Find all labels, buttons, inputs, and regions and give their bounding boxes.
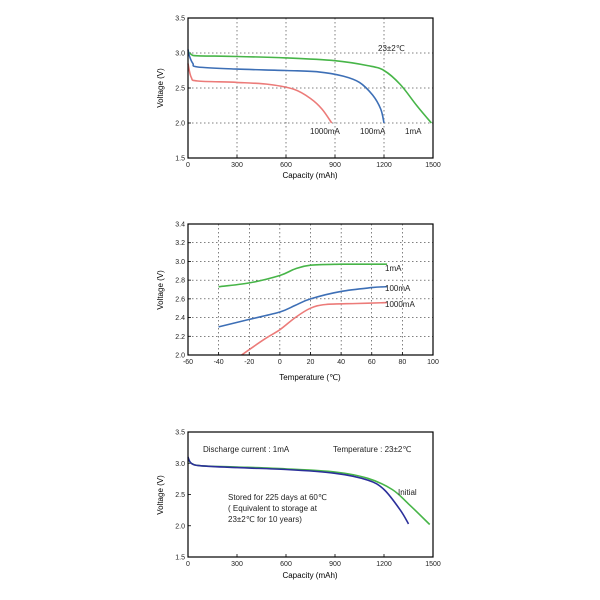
- storage-annotation-line-3: 23±2℃ for 10 years): [228, 515, 302, 524]
- series-line-100ma: [218, 285, 388, 328]
- x-axis-title: Capacity (mAh): [282, 571, 337, 580]
- legend-label-1000mA: 1000mA: [310, 127, 340, 136]
- x-tick-labels: 0 300 600 900 1200 1500: [186, 162, 441, 169]
- y-axis-title: Voltage (V): [156, 475, 165, 515]
- legend-label-initial: Initial: [398, 488, 417, 497]
- x-tick-labels: 0 300 600 900 1200 1500: [186, 561, 441, 568]
- x-tick-label: 900: [329, 561, 341, 568]
- y-tick-label: 3.0: [175, 51, 185, 58]
- y-tick-label: 3.4: [175, 222, 185, 229]
- y-tick-label: 2.2: [175, 334, 185, 341]
- series-line-initial: [187, 457, 431, 526]
- chart-discharge-rate: 0 300 600 900 1200 1500 1.5 2.0 2.5 3.0 3.5 Capac…: [156, 16, 441, 181]
- x-tick-labels: -60 -40 -20 0 20 40 60 80 100: [183, 359, 439, 366]
- legend-label-100mA: 100mA: [385, 284, 411, 293]
- y-tick-labels: 2.0 2.2 2.4 2.6 2.8 3.0 3.2 3.4: [175, 222, 185, 360]
- series-line-100ma: [187, 49, 385, 124]
- y-tick-label: 1.5: [175, 555, 185, 562]
- x-tick-label: 80: [398, 359, 406, 366]
- chart-temperature: -60 -40 -20 0 20 40 60 80 100 2.0 2.2 2.4 2.6 2.8 3.0…: [156, 222, 439, 383]
- y-tick-label: 2.4: [175, 315, 185, 322]
- x-tick-label: -60: [183, 359, 193, 366]
- y-tick-label: 2.5: [175, 86, 185, 93]
- grid: [187, 223, 434, 356]
- x-tick-label: 60: [368, 359, 376, 366]
- x-tick-label: 0: [186, 561, 190, 568]
- y-tick-label: 2.0: [175, 121, 185, 128]
- y-tick-label: 3.0: [175, 461, 185, 468]
- series-line-stored: [187, 456, 410, 525]
- y-tick-label: 3.2: [175, 240, 185, 247]
- series-line-1ma: [187, 51, 433, 124]
- chart-storage: 0 300 600 900 1200 1500 1.5 2.0 2.5 3.0 3.5 Capac…: [156, 430, 441, 581]
- y-tick-label: 2.8: [175, 278, 185, 285]
- y-tick-label: 3.0: [175, 259, 185, 266]
- x-tick-label: 1500: [425, 561, 441, 568]
- series-line-1000ma: [241, 301, 388, 356]
- x-tick-label: 40: [337, 359, 345, 366]
- series-lines: [218, 263, 388, 356]
- legend-label-1000mA: 1000mA: [385, 300, 415, 309]
- x-tick-label: 600: [280, 162, 292, 169]
- legend-label-100mA: 100mA: [360, 127, 386, 136]
- legend-label-1mA: 1mA: [385, 264, 402, 273]
- x-tick-label: 1200: [376, 561, 392, 568]
- storage-annotation-line-1: Stored for 225 days at 60℃: [228, 493, 327, 502]
- y-tick-label: 3.5: [175, 16, 185, 23]
- series-line-1000ma: [187, 63, 333, 124]
- x-axis-title: Temperature (℃): [279, 373, 341, 382]
- y-axis-title: Voltage (V): [156, 270, 165, 310]
- plot-frame: [187, 17, 434, 159]
- discharge-current-annotation: Discharge current : 1mA: [203, 445, 290, 454]
- y-tick-labels: 1.5 2.0 2.5 3.0 3.5: [175, 430, 185, 562]
- series-lines: [187, 49, 433, 124]
- y-tick-label: 2.5: [175, 492, 185, 499]
- y-tick-label: 2.0: [175, 353, 185, 360]
- series-line-1ma: [218, 263, 388, 288]
- y-axis-title: Voltage (V): [156, 68, 165, 108]
- x-tick-label: 1200: [376, 162, 392, 169]
- x-tick-label: 0: [186, 162, 190, 169]
- x-axis-title: Capacity (mAh): [282, 171, 337, 180]
- x-tick-label: -40: [214, 359, 224, 366]
- plot-frame: [187, 223, 434, 356]
- x-tick-label: 1500: [425, 162, 441, 169]
- y-tick-label: 2.0: [175, 523, 185, 530]
- x-tick-label: 300: [231, 561, 243, 568]
- temperature-annotation: Temperature : 23±2℃: [333, 445, 411, 454]
- y-tick-label: 1.5: [175, 156, 185, 163]
- y-tick-label: 2.6: [175, 296, 185, 303]
- grid: [187, 17, 434, 159]
- y-tick-labels: 1.5 2.0 2.5 3.0 3.5: [175, 16, 185, 163]
- series-lines: [187, 456, 431, 526]
- x-tick-label: -20: [244, 359, 254, 366]
- x-tick-label: 20: [307, 359, 315, 366]
- storage-annotation-line-2: ( Equivalent to storage at: [228, 504, 318, 513]
- y-tick-label: 3.5: [175, 430, 185, 437]
- x-tick-label: 900: [329, 162, 341, 169]
- plot-frame: [187, 431, 434, 558]
- x-tick-label: 600: [280, 561, 292, 568]
- x-tick-label: 0: [278, 359, 282, 366]
- legend-label-1mA: 1mA: [405, 127, 422, 136]
- temperature-annotation: 23±2℃: [378, 44, 405, 53]
- x-tick-label: 300: [231, 162, 243, 169]
- x-tick-label: 100: [427, 359, 439, 366]
